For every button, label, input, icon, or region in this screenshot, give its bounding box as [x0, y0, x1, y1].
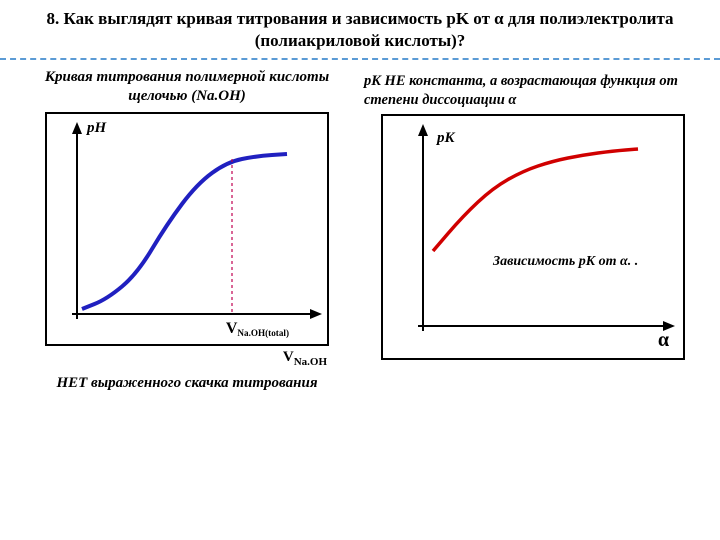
left-caption: Кривая титрования полимерной кислоты щел… [14, 68, 360, 106]
title-line1: 8. Как выглядят кривая титрования и зави… [46, 9, 673, 28]
right-y-label: pK [437, 130, 455, 147]
right-chart-svg [383, 116, 683, 358]
left-bottom-note: НЕТ выраженного скачка титрования [56, 374, 317, 393]
left-x-below: VNa.OH [47, 346, 327, 368]
title-line2: (полиакриловой кислоты)? [255, 31, 466, 50]
left-y-label: pH [87, 120, 106, 137]
left-x-inner: VNa.OH(total) [226, 320, 289, 338]
right-x-label: α [658, 329, 669, 352]
content-row: Кривая титрования полимерной кислоты щел… [0, 60, 720, 392]
page-title: 8. Как выглядят кривая титрования и зави… [0, 0, 720, 58]
left-chart: pH VNa.OH(total) [45, 112, 329, 346]
left-column: Кривая титрования полимерной кислоты щел… [14, 66, 360, 392]
right-column: pK НЕ константа, а возрастающая функция … [360, 66, 706, 392]
right-caption: pK НЕ константа, а возрастающая функция … [364, 72, 706, 110]
left-chart-svg [47, 114, 327, 344]
right-inner-label: Зависимость pK от α. . [493, 254, 638, 270]
right-chart: pK Зависимость pK от α. . α [381, 114, 685, 360]
